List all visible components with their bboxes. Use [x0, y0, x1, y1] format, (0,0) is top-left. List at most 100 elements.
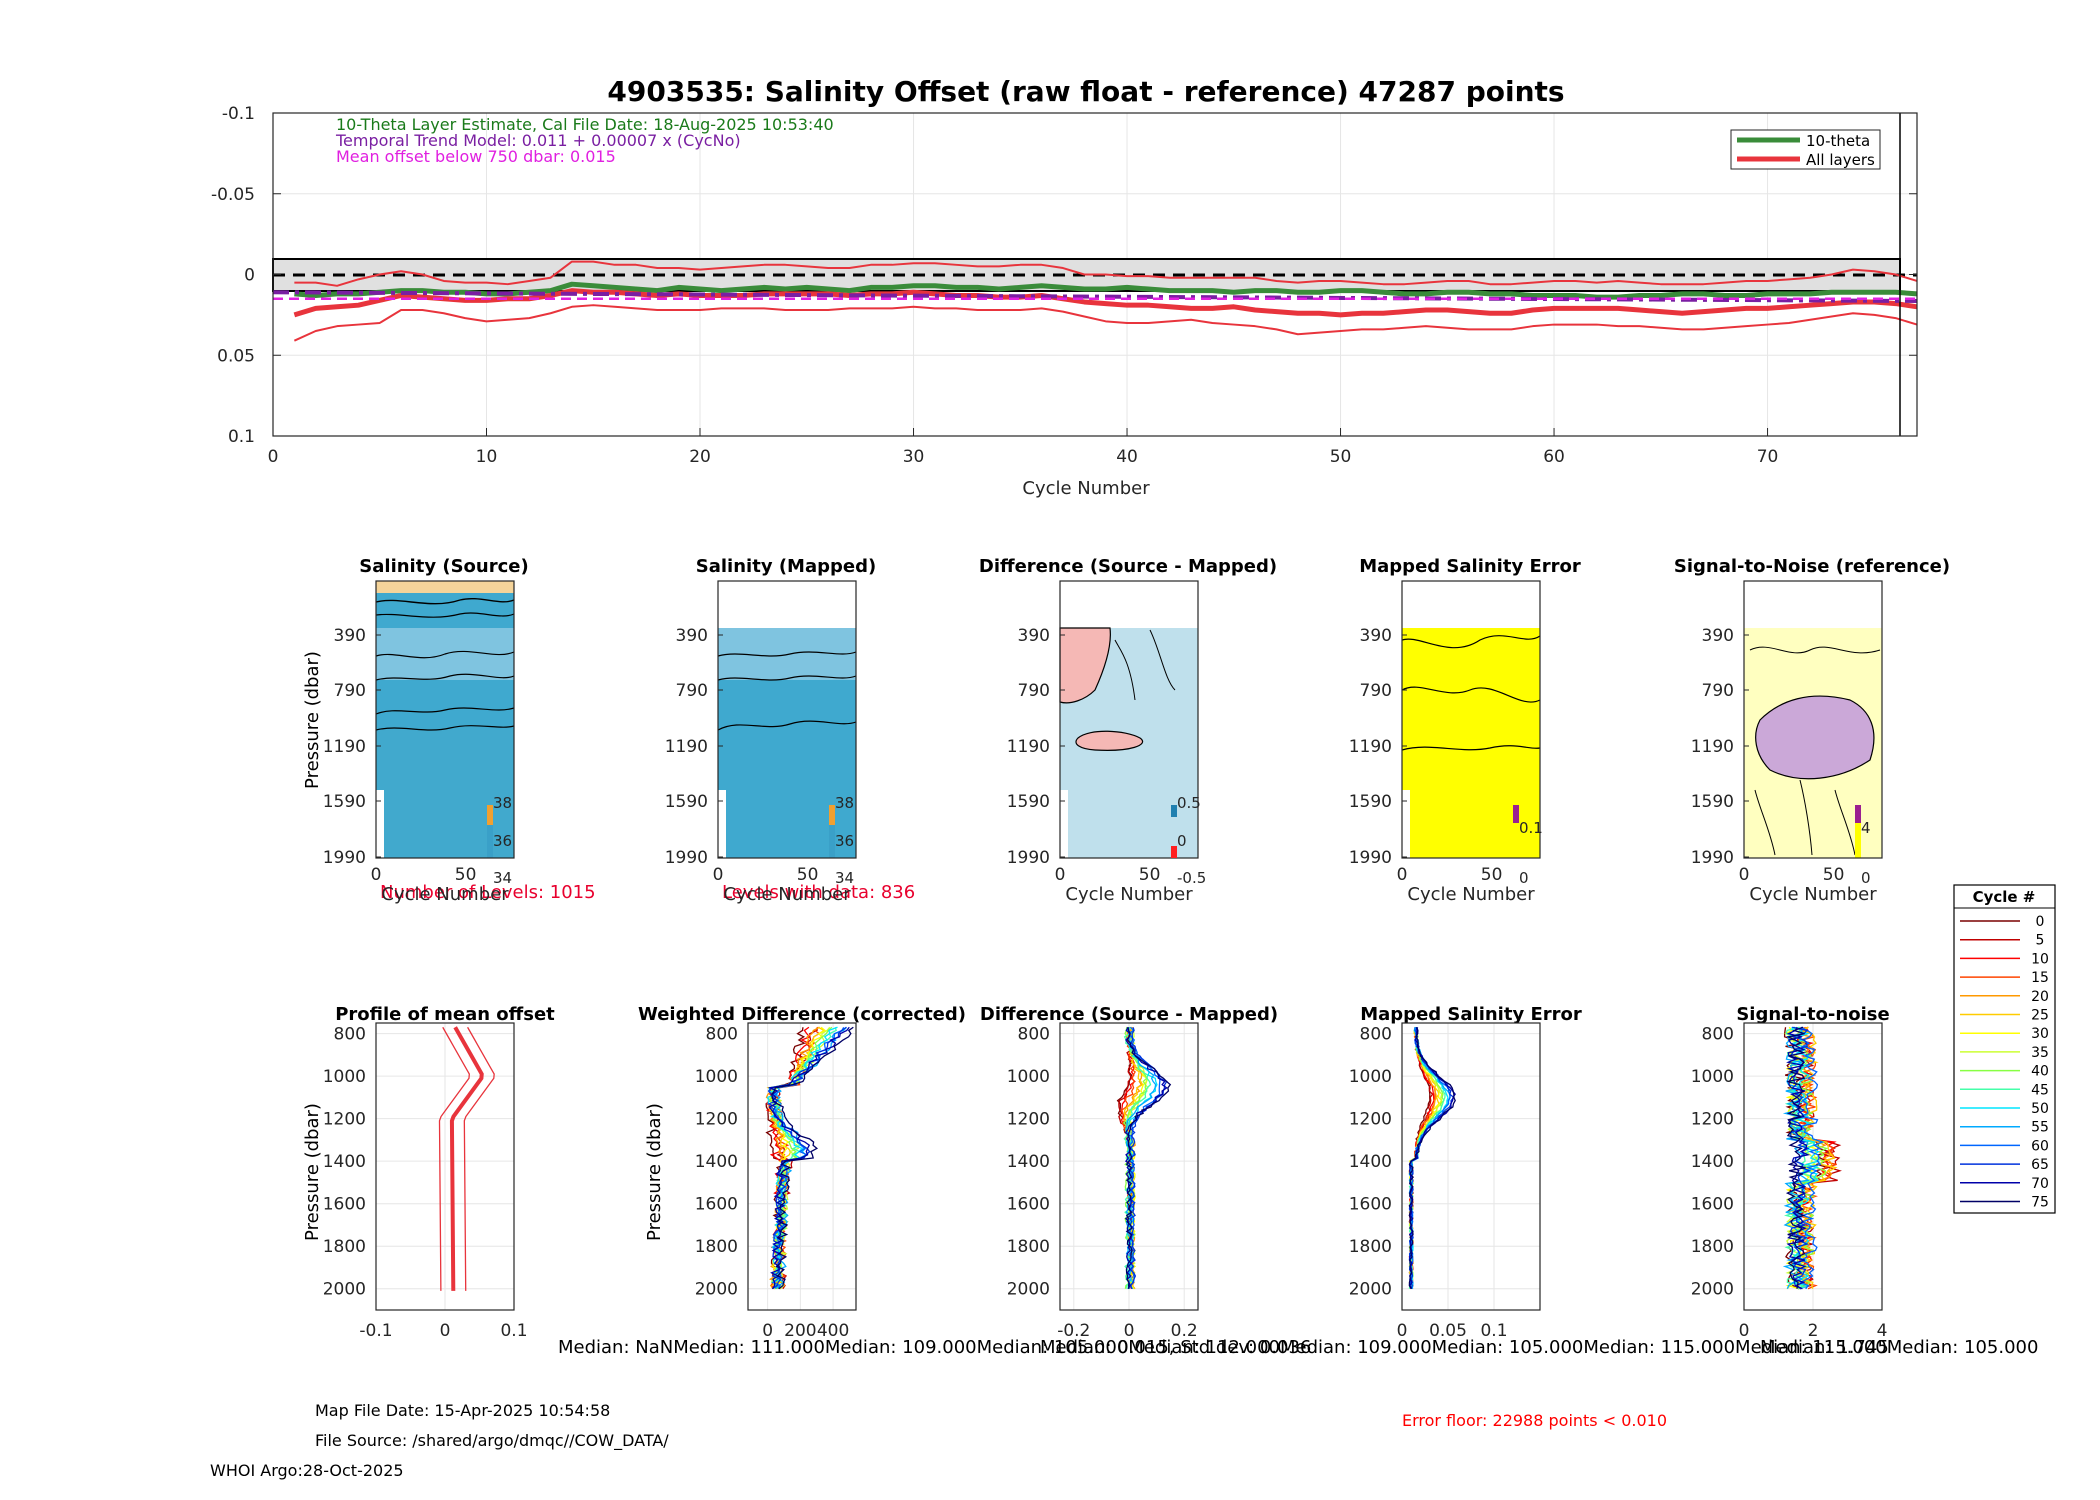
colorbar-tick-label: 34	[493, 869, 512, 887]
y-tick-label: 1000	[323, 1067, 366, 1087]
cycle-legend-label: 70	[2031, 1176, 2049, 1192]
main-offset-chart: 4903535: Salinity Offset (raw float - re…	[211, 75, 1918, 499]
x-tick-label: 50	[1481, 865, 1503, 885]
y-tick-label: 1590	[1007, 792, 1050, 812]
cycle-legend-label: 10	[2031, 951, 2049, 967]
profile-panel: Weighted Difference (corrected)800 1000 12…	[638, 1004, 966, 1341]
row3-ylabel-weighted: Pressure (dbar)	[644, 1103, 665, 1241]
x-tick-label: 60	[1543, 447, 1565, 467]
colorbar-tick-label: 0	[1519, 869, 1529, 887]
contour-line	[1401, 745, 1541, 751]
y-tick-label: 1400	[323, 1152, 366, 1172]
y-tick-label: 1190	[1691, 737, 1734, 757]
x-tick-label: 0	[1739, 865, 1750, 885]
x-tick-label: 70	[1757, 447, 1779, 467]
legend-label-all-layers: All layers	[1806, 151, 1875, 169]
y-tick-label: 390	[1018, 626, 1050, 646]
x-tick-label: 0	[440, 1321, 451, 1341]
contour-line	[375, 673, 515, 681]
lower-bound-line	[293, 304, 1918, 342]
y-tick-label: 790	[676, 681, 708, 701]
x-tick-label: -0.2	[1057, 1321, 1090, 1341]
colorbar-tick-label: -0.5	[1177, 869, 1206, 887]
median-summary-overlay: Median: 0.015, Std dev: 0.036	[1040, 1337, 1311, 1358]
panel-frame	[375, 580, 515, 859]
y-tick-label: 1600	[323, 1195, 366, 1215]
panel-frame	[717, 580, 857, 859]
cycle-legend-label: 45	[2031, 1082, 2049, 1098]
colorbar-high-segment	[829, 805, 835, 825]
x-tick-label: 0.1	[1480, 1321, 1507, 1341]
main-series	[272, 260, 1918, 342]
trend-annotation: Temporal Trend Model: 0.011 + 0.00007 x …	[335, 131, 741, 150]
y-tick-label: 390	[1360, 626, 1392, 646]
x-tick-label: 400	[817, 1321, 849, 1341]
y-tick-label: 1190	[1007, 737, 1050, 757]
cycle-legend-label: 5	[2036, 933, 2045, 949]
colorbar-low-segment	[1171, 846, 1177, 858]
cycle-profile-line	[1126, 1026, 1149, 1290]
salinity-source-surface-band	[376, 581, 514, 593]
median-summary-overlay-snr: Median: 1.745	[1760, 1337, 1889, 1358]
y-tick-label: 1600	[1349, 1195, 1392, 1215]
cycle-profile-line	[771, 1026, 854, 1290]
contour-line	[375, 650, 515, 659]
y-tick-label: 1400	[1349, 1152, 1392, 1172]
colorbar-tick-label: 0.5	[1177, 794, 1201, 812]
x-tick-label: 0.1	[500, 1321, 527, 1341]
contour-line	[375, 598, 515, 605]
contour-line	[717, 651, 857, 657]
y-tick-label: 1590	[1691, 792, 1734, 812]
y-tick-label: 1990	[323, 848, 366, 868]
theta-annotation: 10-Theta Layer Estimate, Cal File Date: …	[336, 115, 834, 134]
x-tick-label: 0	[1055, 865, 1066, 885]
panel-frame	[1059, 580, 1199, 859]
positive-difference-region	[1059, 627, 1111, 704]
x-tick-label: 0	[1124, 1321, 1135, 1341]
y-tick-label: 390	[1702, 626, 1734, 646]
x-tick-label: 0	[762, 1321, 773, 1341]
y-tick-label: 1200	[323, 1110, 366, 1130]
y-tick-label: 1200	[695, 1110, 738, 1130]
profile-panel-title: Signal-to-noise	[1736, 1004, 1889, 1025]
contour-line	[375, 707, 515, 715]
file-source: File Source: /shared/argo/dmqc//COW_DATA…	[315, 1431, 669, 1451]
colorbar-tick-label: 0	[1177, 832, 1187, 850]
x-tick-label: 0	[268, 447, 279, 467]
cycle-profile-line	[768, 1026, 850, 1290]
panel-title-salinity-source: Salinity (Source)	[359, 556, 528, 577]
upper-bound-line	[294, 260, 1918, 287]
contour-line	[375, 725, 515, 731]
contour-line	[1401, 686, 1541, 703]
panel-title-mapped-error: Mapped Salinity Error	[1359, 556, 1581, 577]
y-tick-label: 1190	[323, 737, 366, 757]
panel-difference-map: Difference (Source - Mapped)	[979, 556, 1277, 859]
whoi-argo-date: WHOI Argo:28-Oct-2025	[210, 1461, 404, 1480]
profile-panel: Signal-to-noise8001000120014001600180020…	[1691, 1004, 1890, 1341]
x-tick-label: 10	[476, 447, 498, 467]
panel-xlabel: Cycle Number	[723, 884, 851, 905]
y-tick-label: 1800	[1007, 1237, 1050, 1257]
cycle-legend-label: 50	[2031, 1101, 2049, 1117]
legend-label-10-theta: 10-theta	[1806, 132, 1870, 150]
y-tick-label: 2000	[1691, 1280, 1734, 1300]
y-tick-label: -0.05	[211, 185, 255, 205]
missing-data-strip	[376, 790, 384, 858]
y-tick-label: 1800	[695, 1237, 738, 1257]
profile-panel-frame	[375, 1022, 515, 1311]
y-tick-label: 800	[334, 1025, 366, 1045]
missing-data-strip	[1060, 790, 1068, 858]
colorbar-difference	[1171, 805, 1177, 858]
profile-panel: Difference (Source - Mapped)800 1000 1200 1…	[980, 1004, 1278, 1341]
main-legend: 10-theta All layers	[1730, 129, 1881, 170]
y-tick-label: 790	[1018, 681, 1050, 701]
panel-frame	[1743, 580, 1883, 859]
y-tick-label: 2000	[1349, 1280, 1392, 1300]
colorbar-salinity-mapped	[829, 805, 835, 858]
x-tick-label: 0.05	[1429, 1321, 1467, 1341]
panel-title-salinity-mapped: Salinity (Mapped)	[696, 556, 876, 577]
y-tick-label: 1000	[1691, 1067, 1734, 1087]
